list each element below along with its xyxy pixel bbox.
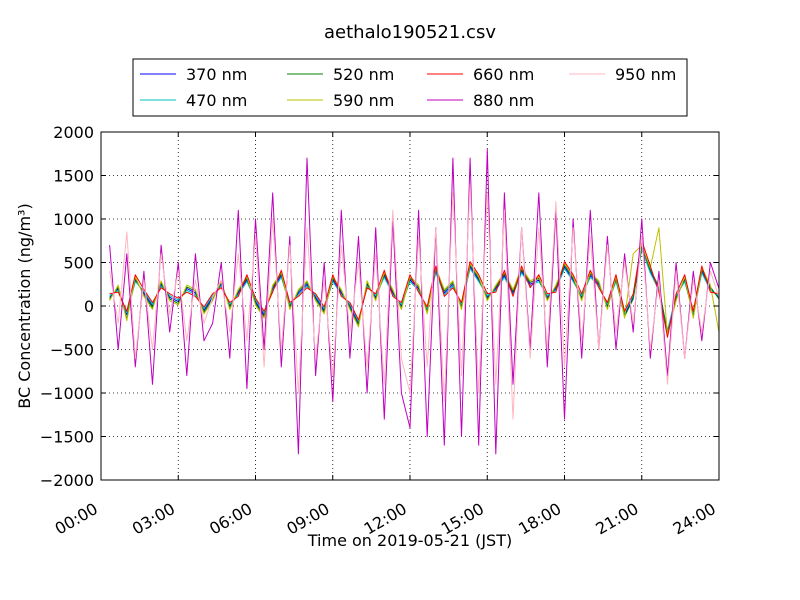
y-tick-label: −2000 (40, 471, 94, 490)
x-axis-label: Time on 2019-05-21 (JST) (307, 531, 512, 550)
legend-box (132, 58, 688, 117)
legend-label: 950 nm (615, 65, 676, 84)
series-line-660-nm (109, 240, 720, 338)
y-tick-label: −500 (50, 341, 94, 360)
y-tick-label: −1500 (40, 428, 94, 447)
legend-label: 370 nm (186, 65, 247, 84)
legend-label: 660 nm (473, 65, 534, 84)
series-line-950-nm (109, 183, 720, 420)
y-tick-label: 500 (63, 254, 94, 273)
legend: 370 nm 470 nm 520 nm 590 nm 660 nm 880 nm 950 … (132, 58, 688, 117)
legend-label: 880 nm (473, 91, 534, 110)
y-axis-label: BC Concentration (ng/m³) (15, 203, 34, 408)
y-tick-label: 1500 (53, 167, 94, 186)
legend-label: 470 nm (186, 91, 247, 110)
y-tick-label: 1000 (53, 210, 94, 229)
chart-title: aethalo190521.csv (324, 22, 496, 43)
legend-label: 520 nm (333, 65, 394, 84)
y-tick-label: −1000 (40, 384, 94, 403)
series-lines (109, 148, 720, 455)
legend-label: 590 nm (333, 91, 394, 110)
axis-ticks (100, 131, 720, 481)
y-tick-label: 2000 (53, 123, 94, 142)
y-tick-label: 0 (84, 297, 94, 316)
y-tick-labels: −2000 −1500 −1000 −500 0 500 1000 1500 2000 (40, 123, 94, 490)
